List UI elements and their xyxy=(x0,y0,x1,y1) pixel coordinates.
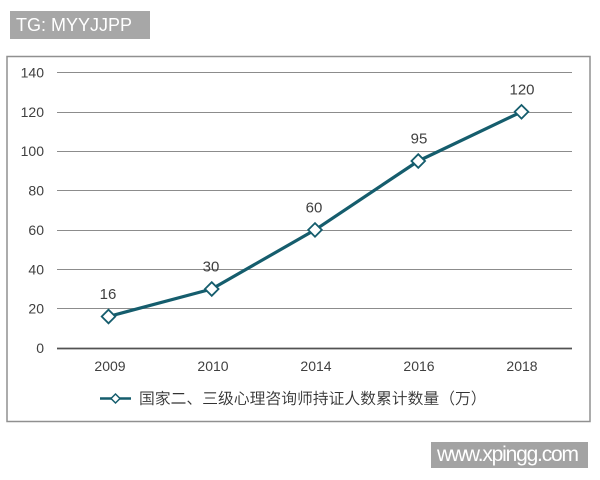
svg-text:100: 100 xyxy=(21,143,45,159)
svg-text:20: 20 xyxy=(28,301,44,317)
svg-text:2009: 2009 xyxy=(94,358,125,374)
svg-text:60: 60 xyxy=(306,200,323,217)
svg-text:95: 95 xyxy=(411,131,428,148)
svg-text:2014: 2014 xyxy=(300,358,331,374)
svg-text:140: 140 xyxy=(21,65,45,81)
svg-text:2010: 2010 xyxy=(197,358,228,374)
svg-text:2018: 2018 xyxy=(506,358,537,374)
svg-text:120: 120 xyxy=(21,104,45,120)
svg-text:30: 30 xyxy=(203,259,220,276)
svg-text:80: 80 xyxy=(28,183,44,199)
svg-text:60: 60 xyxy=(28,222,44,238)
svg-text:120: 120 xyxy=(509,82,534,99)
svg-text:40: 40 xyxy=(28,261,44,277)
svg-text:2016: 2016 xyxy=(403,358,434,374)
svg-text:16: 16 xyxy=(100,286,117,303)
svg-text:0: 0 xyxy=(36,340,44,356)
